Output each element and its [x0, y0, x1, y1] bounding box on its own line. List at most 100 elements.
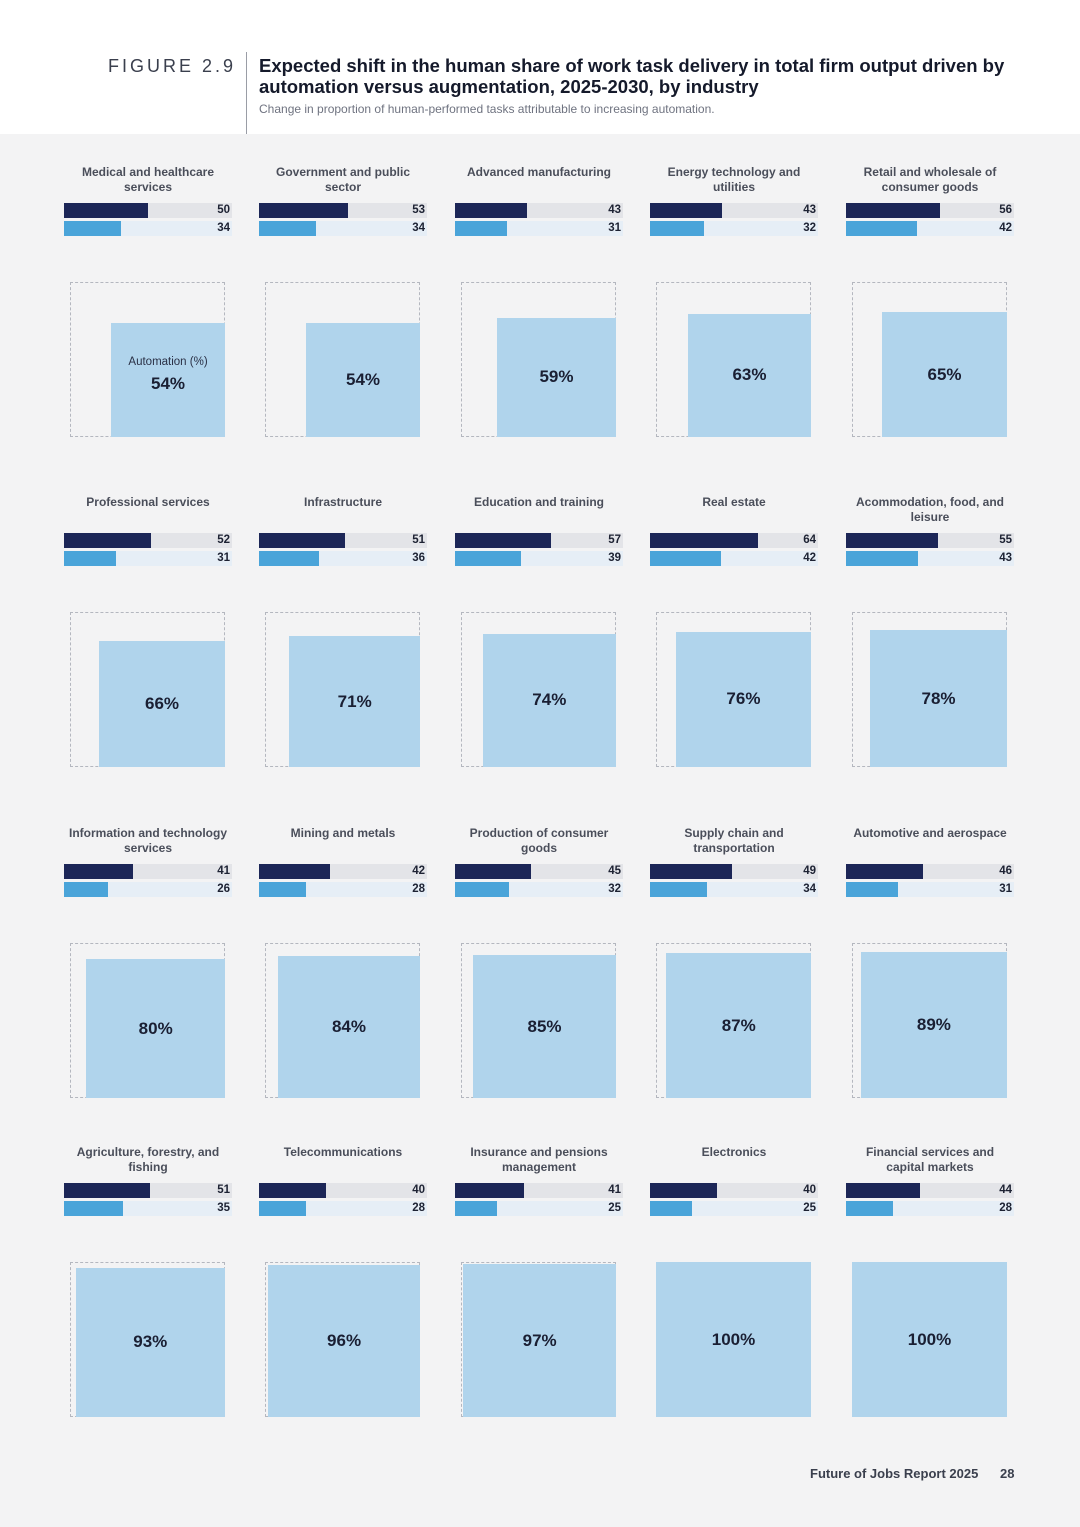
augmentation-value: 28 [412, 883, 425, 895]
augmentation-bar [64, 882, 108, 897]
augmentation-bar-track: 25 [650, 1201, 818, 1216]
augmentation-value: 43 [999, 552, 1012, 564]
automation-value: 51 [217, 1184, 230, 1196]
industry-panel: Acommodation, food, and leisure 55 43 78% [846, 495, 1014, 767]
automation-share-label: 59% [539, 367, 574, 387]
augmentation-bar-track: 39 [455, 551, 623, 566]
automation-share-box: 100% [656, 1262, 811, 1417]
automation-share-label: 66% [145, 694, 180, 714]
augmentation-value: 31 [217, 552, 230, 564]
automation-share-label: 100% [907, 1329, 952, 1349]
industry-panel: Insurance and pensions management 41 25 97% [455, 1145, 623, 1417]
automation-share-label: 84% [331, 1016, 366, 1036]
industry-panel: Real estate 64 42 76% [650, 495, 818, 767]
industry-name: Information and technology services [69, 826, 227, 855]
automation-bar [846, 533, 939, 548]
automation-value: 64 [803, 534, 816, 546]
automation-share-label: 87% [721, 1015, 756, 1035]
industry-name: Government and public sector [275, 165, 410, 194]
industry-panel: Medical and healthcare services 50 34 Autom… [64, 165, 232, 437]
automation-share-label: 89% [916, 1014, 951, 1034]
augmentation-bar [64, 221, 122, 236]
industry-name: Medical and healthcare services [81, 165, 215, 194]
augmentation-value: 28 [412, 1202, 425, 1214]
industry-panel: Advanced manufacturing 43 31 59% [455, 165, 623, 437]
industry-panel: Mining and metals 42 28 84% [259, 826, 427, 1098]
automation-bar-track: 45 [455, 864, 623, 879]
automation-bar [259, 203, 349, 218]
automation-value: 45 [608, 865, 621, 877]
industry-panel: Infrastructure 51 36 71% [259, 495, 427, 767]
augmentation-bar-track: 36 [259, 551, 427, 566]
augmentation-bar-track: 28 [259, 1201, 427, 1216]
automation-share-label: 97% [522, 1330, 557, 1350]
augmentation-bar [64, 551, 117, 566]
industry-name: Education and training [473, 495, 604, 509]
industry-panel: Education and training 57 39 74% [455, 495, 623, 767]
augmentation-value: 35 [217, 1202, 230, 1214]
automation-share-box: 97% [463, 1264, 616, 1417]
automation-share-box: 85% [473, 955, 616, 1098]
augmentation-bar [64, 1201, 123, 1216]
automation-bar [64, 1183, 150, 1198]
automation-bar [64, 864, 133, 879]
augmentation-value: 36 [412, 552, 425, 564]
augmentation-bar [259, 221, 317, 236]
industry-panel: Automotive and aerospace 46 31 89% [846, 826, 1014, 1098]
industry-panel: Financial services and capital markets 44… [846, 1145, 1014, 1417]
automation-share-label: 71% [337, 691, 372, 711]
automation-bar [455, 533, 551, 548]
industry-panel: Supply chain and transportation 49 34 87% [650, 826, 818, 1098]
augmentation-value: 32 [803, 222, 816, 234]
augmentation-bar-track: 32 [650, 221, 818, 236]
industry-name: Infrastructure [303, 495, 383, 509]
figure-header: FIGURE 2.9 Expected shift in the human s… [0, 0, 1080, 134]
industry-panel: Retail and wholesale of consumer goods 56… [846, 165, 1014, 437]
automation-bar [846, 203, 941, 218]
automation-share-box: 63% [687, 313, 811, 437]
augmentation-bar-track: 42 [650, 551, 818, 566]
augmentation-bar [846, 221, 917, 236]
automation-bar-track: 40 [259, 1183, 427, 1198]
automation-share-box: 74% [482, 633, 616, 767]
augmentation-bar-track: 28 [846, 1201, 1014, 1216]
augmentation-value: 25 [608, 1202, 621, 1214]
automation-value: 57 [608, 534, 621, 546]
automation-bar-track: 46 [846, 864, 1014, 879]
automation-bar [650, 864, 733, 879]
automation-share-label: 74% [532, 690, 567, 710]
automation-bar [64, 533, 152, 548]
augmentation-bar [650, 551, 721, 566]
automation-share-label: 96% [327, 1331, 362, 1351]
automation-share-box: 100% [852, 1262, 1007, 1417]
automation-bar [846, 1183, 920, 1198]
automation-share-box: 96% [268, 1265, 420, 1417]
augmentation-bar [650, 882, 708, 897]
automation-share-box: 78% [870, 630, 1007, 767]
automation-bar-track: 55 [846, 533, 1014, 548]
automation-value: 40 [412, 1184, 425, 1196]
industry-panel: Electronics 40 25 100% [650, 1145, 818, 1417]
automation-bar [259, 533, 345, 548]
automation-bar [650, 203, 723, 218]
automation-value: 56 [999, 204, 1012, 216]
augmentation-value: 31 [999, 883, 1012, 895]
augmentation-value: 32 [608, 883, 621, 895]
automation-share-box: 66% [99, 641, 225, 767]
augmentation-bar-track: 42 [846, 221, 1014, 236]
automation-bar-track: 56 [846, 203, 1014, 218]
industry-name: Telecommunications [283, 1145, 403, 1159]
automation-value: 42 [412, 865, 425, 877]
industry-name: Electronics [701, 1145, 767, 1159]
automation-bar-track: 64 [650, 533, 818, 548]
augmentation-bar [455, 551, 521, 566]
augmentation-bar [455, 1201, 497, 1216]
augmentation-bar-track: 26 [64, 882, 232, 897]
automation-share-box: 84% [277, 955, 420, 1098]
automation-share-box: Automation (%) 54% [111, 323, 225, 437]
augmentation-value: 42 [803, 552, 816, 564]
industry-name: Production of consumer goods [469, 826, 609, 855]
automation-share-box: 93% [75, 1267, 225, 1417]
automation-bar-track: 40 [650, 1183, 818, 1198]
automation-bar [846, 864, 924, 879]
